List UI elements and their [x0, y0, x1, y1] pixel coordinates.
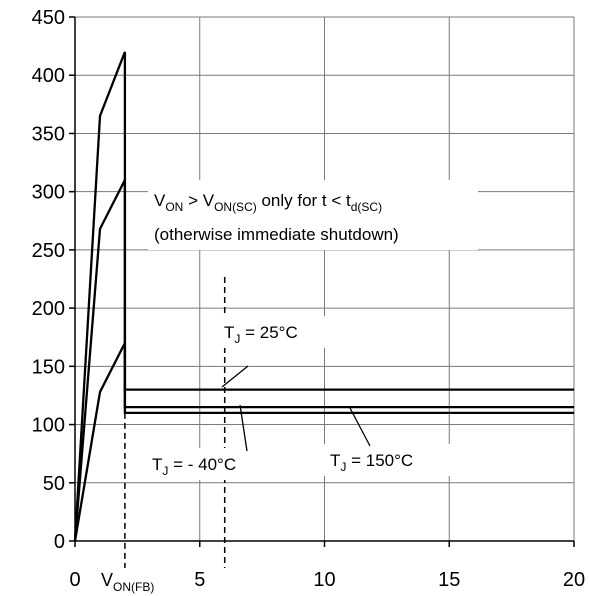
series-line-1 [73, 179, 574, 542]
y-tick-label-350: 350 [32, 123, 65, 145]
y-tick-label-50: 50 [43, 473, 65, 495]
y-tick-label-150: 150 [32, 356, 65, 378]
pointer-25c [221, 365, 249, 388]
x-tick-label-20: 20 [563, 569, 585, 591]
label-25c: TJ = 25°C [224, 323, 298, 346]
series-group [73, 51, 574, 542]
label-m40c-bg [146, 448, 296, 480]
y-tick-label-200: 200 [32, 298, 65, 320]
condition-annotation-line1: VON > VON(SC) only for t < td(SC) [154, 191, 382, 214]
x-tick-label-10: 10 [313, 569, 335, 591]
label-150c-bg [324, 444, 456, 476]
x-tick-label-15: 15 [438, 569, 460, 591]
series-line-0 [73, 51, 574, 542]
label-25c-bg [218, 316, 328, 348]
y-tick-label-0: 0 [54, 531, 65, 553]
condition-annotation-line2: (otherwise immediate shutdown) [154, 225, 399, 244]
series-line-2 [73, 342, 574, 542]
x-tick-label-0: 0 [69, 569, 80, 591]
y-tick-label-300: 300 [32, 182, 65, 204]
y-tick-label-450: 450 [32, 7, 65, 29]
pointer-150c [349, 407, 371, 447]
pointer-m40c [239, 404, 248, 452]
x-marker-label: VON(FB) [101, 570, 154, 594]
axes [69, 16, 575, 547]
label-m40c: TJ = - 40°C [152, 455, 236, 478]
x-tick-label-5: 5 [194, 569, 205, 591]
marker-lines [124, 277, 226, 568]
label-150c: TJ = 150°C [330, 451, 413, 474]
tick-labels: 0 50 100 150 200 250 300 350 400 450 0 5 10 15 20 [32, 7, 586, 591]
y-tick-label-250: 250 [32, 240, 65, 262]
y-tick-label-100: 100 [32, 415, 65, 437]
y-tick-label-400: 400 [32, 65, 65, 87]
condition-annotation-bg [148, 180, 478, 250]
